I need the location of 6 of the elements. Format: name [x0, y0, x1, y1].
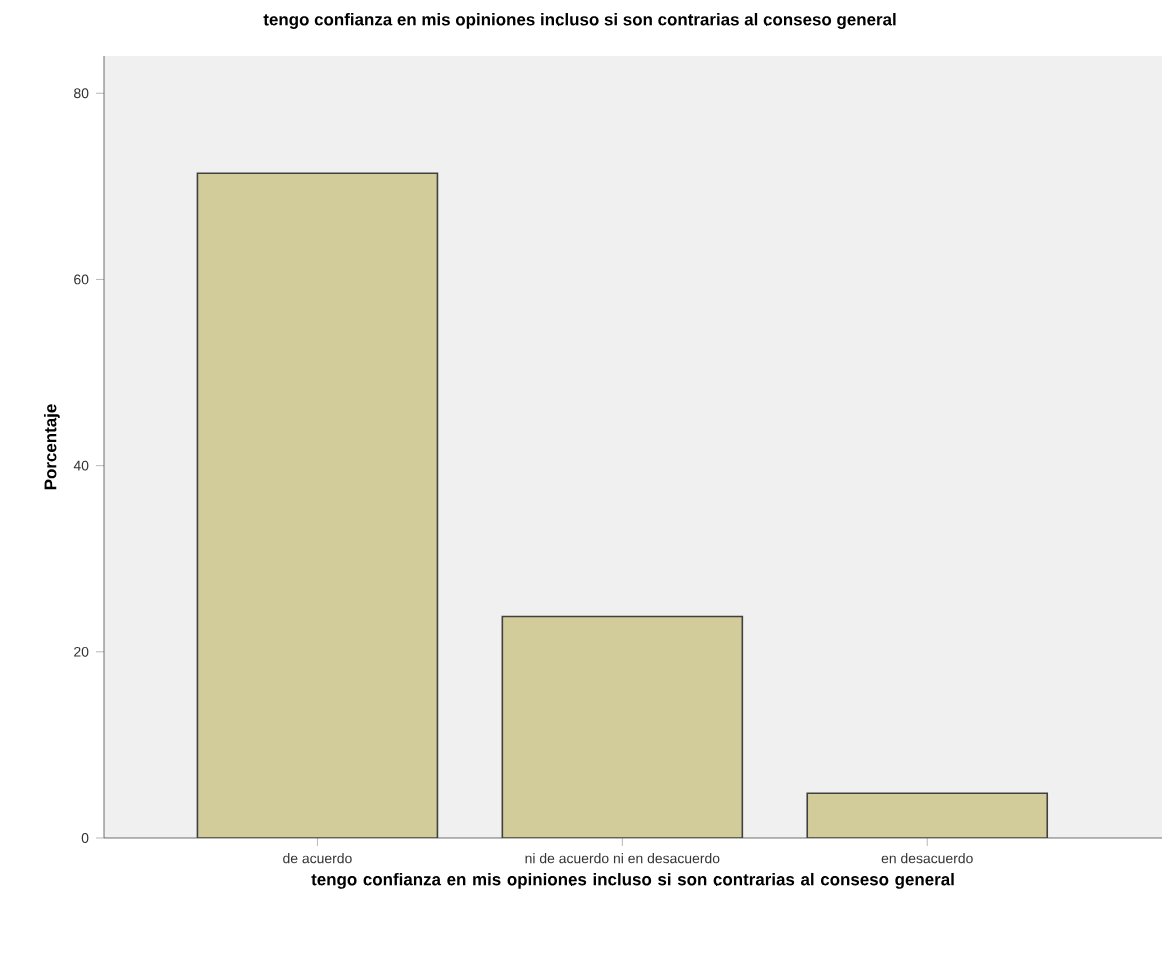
bar	[196, 172, 439, 838]
bar	[501, 615, 744, 838]
y-axis-title: Porcentaje	[43, 404, 60, 490]
x-axis-title: tengo confianza en mis opiniones incluso si son contrarias al conseso general	[311, 872, 954, 889]
bar	[806, 792, 1049, 838]
chart-title: tengo confianza en mis opiniones incluso si son contrarias al conseso general	[263, 13, 896, 29]
